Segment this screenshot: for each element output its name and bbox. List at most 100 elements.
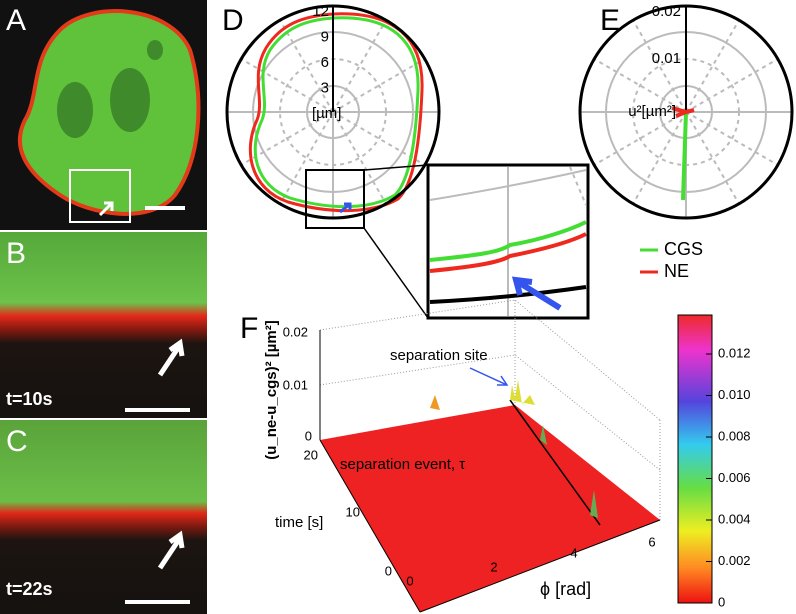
radial-tick-label: 0.02	[652, 3, 681, 20]
panel-b: B t=10s	[0, 232, 207, 418]
z-tick-label: 0.02	[283, 324, 308, 339]
y-tick-label: 10	[346, 504, 360, 519]
grid-line	[569, 166, 587, 206]
annotation: separation event, τ	[340, 456, 465, 473]
surface-peak	[540, 425, 598, 518]
panel-label: B	[6, 237, 26, 270]
panel-d: 12 9 6 3 [µm] D	[222, 3, 590, 320]
z-tick-label: 0.01	[283, 377, 308, 392]
time-label: t=22s	[6, 579, 53, 599]
grid-arc	[429, 169, 587, 201]
zoom-box	[305, 169, 365, 229]
ne-contour	[248, 12, 424, 213]
legend-label: CGS	[664, 239, 703, 259]
panel-label: E	[600, 4, 620, 37]
annotation: separation site	[390, 347, 488, 364]
y-tick-label: 20	[304, 447, 318, 462]
colorbar-tick-label: 0.004	[718, 511, 751, 526]
zoom-box	[69, 169, 131, 223]
panel-label: D	[222, 4, 244, 37]
zoom-inset	[426, 163, 590, 320]
event-line	[509, 399, 601, 526]
cgs-displacement	[681, 111, 688, 201]
legend-label: NE	[664, 261, 689, 281]
z-axis-label: (u_ne-u_cgs)² [µm²]	[263, 320, 280, 459]
panel-label: F	[240, 312, 258, 345]
arrow	[157, 338, 185, 377]
x-tick-label: 2	[490, 559, 497, 574]
colorbar-tick-label: 0.010	[718, 387, 751, 402]
panel-c: C t=22s	[0, 420, 207, 614]
grid-spoke	[279, 19, 334, 113]
y-axis	[319, 439, 421, 613]
radial-tick-label: 3	[321, 79, 329, 96]
surface-peak	[430, 395, 440, 410]
nucleolus	[110, 68, 150, 132]
grid-spoke	[685, 111, 740, 205]
ne-contour	[429, 232, 587, 273]
radial-tick-label: 12	[312, 3, 329, 20]
surface	[320, 405, 660, 612]
time-label: t=10s	[6, 389, 53, 409]
colorbar-tick-label: 0.008	[718, 428, 751, 443]
x-tick-label: 6	[648, 534, 655, 549]
nucleolus	[57, 82, 93, 138]
image-bg	[0, 232, 207, 418]
cgs-contour	[253, 16, 420, 209]
x-axis-label: ϕ [rad]	[540, 579, 591, 599]
grid-spoke	[240, 58, 334, 113]
y-axis-label: time [s]	[275, 514, 323, 531]
grid-spoke	[332, 111, 387, 205]
grid-spoke	[593, 111, 687, 166]
radial-ticks: 0.02 0.01	[652, 3, 681, 67]
frame-arc	[429, 285, 587, 304]
x-tick-label: 4	[570, 545, 577, 560]
grid-spoke	[332, 19, 387, 113]
image-bg	[0, 420, 207, 614]
radial-tick-label: 6	[321, 54, 329, 71]
unit-label: [µm]	[312, 105, 341, 122]
panel-e: 0.02 0.01 u²[µm²] E	[578, 3, 794, 220]
cgs-contour	[429, 220, 587, 262]
colorbar-tick-label: 0.002	[718, 553, 751, 568]
colorbar-ticks: 0.012 0.010 0.008 0.006 0.004 0.002 0	[706, 345, 751, 609]
panel-f: separation site separation event, τ (u_n…	[240, 299, 751, 613]
arrow	[157, 530, 185, 570]
grid-spoke	[685, 111, 779, 166]
grid-spoke	[632, 19, 687, 113]
arrow	[511, 276, 562, 311]
panel-label: C	[6, 425, 28, 458]
zoom-line	[363, 227, 429, 319]
z-tick-label: 0	[305, 428, 312, 443]
ne-displacement	[671, 106, 695, 118]
colorbar-tick-label: 0.012	[718, 345, 751, 360]
colorbar-tick-label: 0.006	[718, 470, 751, 485]
spot	[147, 40, 163, 60]
grid-spoke	[332, 111, 426, 166]
grid-spoke	[632, 111, 687, 205]
colorbar-tick-label: 0	[718, 594, 725, 609]
zoom-line	[363, 164, 429, 171]
nucleus	[18, 9, 201, 216]
x-axis	[419, 519, 661, 613]
radial-tick-label: 0.01	[652, 50, 681, 67]
grid-spoke	[685, 19, 740, 113]
grid-spoke	[332, 58, 426, 113]
arrow	[469, 367, 509, 386]
panel-label: A	[6, 4, 26, 37]
arrow	[98, 201, 114, 217]
grid-spoke	[279, 111, 334, 205]
unit-label: u²[µm²]	[628, 103, 676, 120]
radial-tick-label: 9	[321, 28, 329, 45]
radial-ticks: 12 9 6 3	[312, 3, 329, 97]
y-tick-label: 0	[385, 563, 392, 578]
arrow	[339, 202, 352, 214]
grid-spoke	[593, 58, 687, 113]
grid-spoke	[685, 58, 779, 113]
panel-a: A	[0, 0, 207, 230]
colorbar	[677, 314, 713, 604]
x-tick-label: 0	[406, 573, 413, 588]
